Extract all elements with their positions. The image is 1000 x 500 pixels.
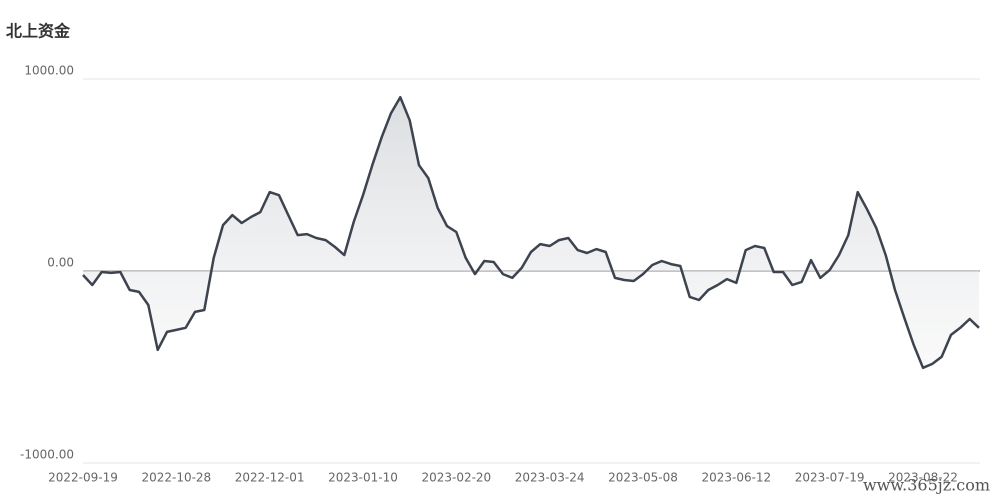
x-tick-label: 2022-09-19 [48,471,118,485]
y-tick-label: 0.00 [47,256,74,270]
watermark: www.365jz.com [863,476,990,495]
x-tick-label: 2023-05-08 [608,471,678,485]
x-tick-label: 2023-03-24 [515,471,585,485]
chart-title: 北上资金 [6,22,71,41]
x-tick-label: 2023-02-20 [421,471,491,485]
x-tick-label: 2023-06-12 [701,471,771,485]
x-tick-label: 2023-08-22 [888,471,958,485]
area [83,97,979,368]
x-tick-label: 2022-12-01 [235,471,305,485]
x-tick-label: 2023-07-19 [795,471,865,485]
line [82,95,980,370]
y-tick-label: -1000.00 [20,448,74,462]
y-tick-label: 1000.00 [24,64,74,78]
x-tick-label: 2023-01-10 [328,471,398,485]
x-tick-label: 2022-10-28 [141,471,211,485]
